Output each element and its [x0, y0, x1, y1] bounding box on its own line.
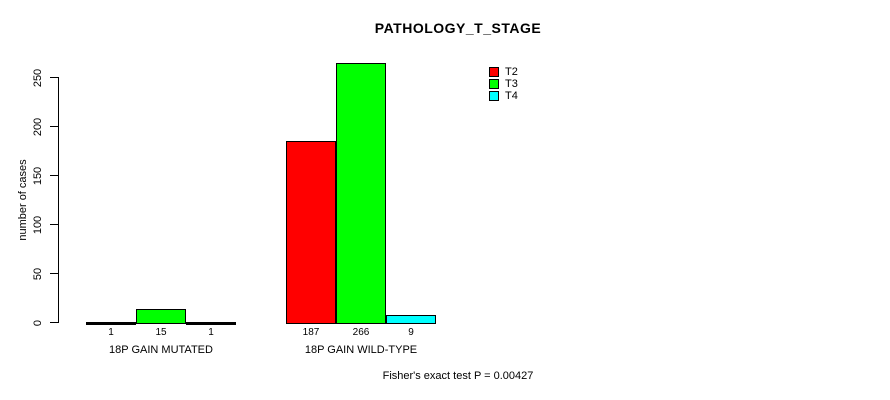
y-tick — [50, 77, 58, 78]
y-axis-label: number of cases — [17, 159, 29, 241]
legend: T2 T3 T4 — [489, 66, 518, 102]
y-tick — [50, 126, 58, 127]
stat-annotation: Fisher's exact test P = 0.00427 — [382, 370, 534, 382]
bar-value-label: 15 — [155, 327, 167, 338]
bar-t3-mutated — [136, 309, 186, 324]
bar-value-label: 9 — [408, 327, 414, 338]
y-tick-label: 50 — [32, 267, 44, 280]
legend-swatch-t3 — [489, 79, 499, 89]
legend-item-t3: T3 — [489, 78, 518, 90]
legend-label: T4 — [505, 90, 518, 102]
legend-swatch-t2 — [489, 67, 499, 77]
chart-title: PATHOLOGY_T_STAGE — [374, 20, 542, 36]
y-tick — [50, 322, 58, 323]
x-category-label: 18P GAIN MUTATED — [109, 344, 213, 356]
y-tick-label: 250 — [32, 68, 44, 87]
bar-t3-wild-type — [336, 63, 386, 324]
y-tick — [50, 224, 58, 225]
y-tick-label: 150 — [32, 166, 44, 185]
legend-label: T3 — [505, 78, 518, 90]
y-tick-label: 0 — [32, 319, 44, 326]
y-tick — [50, 273, 58, 274]
bar-value-label: 266 — [352, 327, 370, 338]
y-tick-label: 100 — [32, 215, 44, 234]
bar-t4-mutated — [186, 323, 236, 325]
bar-value-label: 1 — [108, 327, 114, 338]
bar-value-label: 1 — [208, 327, 214, 338]
legend-swatch-t4 — [489, 91, 499, 101]
legend-label: T2 — [505, 66, 518, 78]
legend-item-t2: T2 — [489, 66, 518, 78]
bar-value-label: 187 — [302, 327, 320, 338]
x-category-label: 18P GAIN WILD-TYPE — [304, 344, 418, 356]
y-axis-line — [58, 77, 59, 323]
y-tick-label: 200 — [32, 117, 44, 136]
bar-t2-mutated — [86, 323, 136, 325]
legend-item-t4: T4 — [489, 90, 518, 102]
bar-t4-wild-type — [386, 315, 436, 324]
bar-t2-wild-type — [286, 141, 336, 324]
y-tick — [50, 175, 58, 176]
